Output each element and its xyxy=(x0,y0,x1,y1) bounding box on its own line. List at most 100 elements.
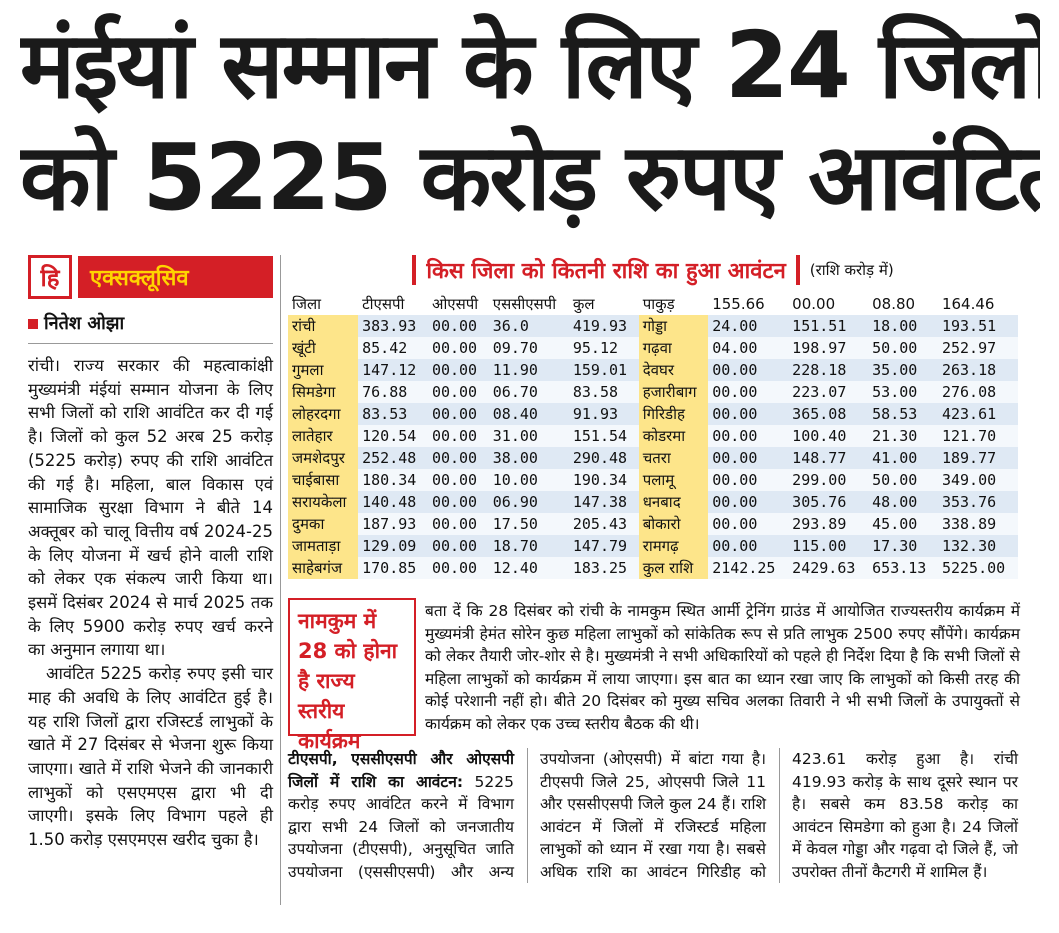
cell: 299.00 xyxy=(788,469,869,491)
cell: 08.40 xyxy=(488,403,569,425)
cell: 155.66 xyxy=(708,293,789,315)
sidebar-heading: नामकुम में 28 को होना है राज्य स्तरीय का… xyxy=(288,598,416,753)
column-header: ओएसपी xyxy=(427,293,489,315)
cell: 164.46 xyxy=(937,293,1018,315)
cell: 170.85 xyxy=(358,557,428,579)
cell: 148.77 xyxy=(788,447,869,469)
cell: 00.00 xyxy=(427,315,489,337)
cell: 10.00 xyxy=(488,469,569,491)
cell: 120.54 xyxy=(358,425,428,447)
cell: 198.97 xyxy=(788,337,869,359)
cell: 305.76 xyxy=(788,491,869,513)
table-row: खूंटी 85.42 00.00 09.70 95.12 गढ़वा 04.00 198.9… xyxy=(288,337,1018,359)
cell: 00.00 xyxy=(708,535,789,557)
cell: बोकारो xyxy=(638,513,709,535)
cell: 36.0 xyxy=(488,315,569,337)
table-row: लातेहार 120.54 00.00 31.00 151.54 कोडरमा 00.00… xyxy=(288,425,1018,447)
cell: रामगढ़ xyxy=(638,535,709,557)
cell: कुल राशि xyxy=(638,557,709,579)
cell: 00.00 xyxy=(427,447,489,469)
cell: 00.00 xyxy=(427,337,489,359)
byline: नितेश ओझा xyxy=(28,311,273,344)
cell: 383.93 xyxy=(358,315,428,337)
column-rule xyxy=(280,255,281,905)
table-row: सिमडेगा 76.88 00.00 06.70 83.58 हजारीबाग 00.00… xyxy=(288,381,1018,403)
column-header: जिला xyxy=(288,293,359,315)
article: रांची। राज्य सरकार की महत्वाकांक्षी मुख्… xyxy=(28,354,273,852)
bottom-text: 5225 करोड़ रुपए आवंटित करने में विभाग द्… xyxy=(288,750,1018,881)
logo: हि xyxy=(28,255,72,299)
cell: 151.51 xyxy=(788,315,869,337)
cell: सिमडेगा xyxy=(288,381,359,403)
cell: 50.00 xyxy=(868,469,938,491)
cell: गुमला xyxy=(288,359,359,381)
cell: 85.42 xyxy=(358,337,428,359)
column-header: एससीएसपी xyxy=(488,293,569,315)
cell: 04.00 xyxy=(708,337,789,359)
cell: 293.89 xyxy=(788,513,869,535)
column-header: कुल xyxy=(568,293,639,315)
cell: चतरा xyxy=(638,447,709,469)
cell: हजारीबाग xyxy=(638,381,709,403)
cell: गिरिडीह xyxy=(638,403,709,425)
bottom-article: टीएसपी, एससीएसपी और ओएसपी जिलों में राशि… xyxy=(288,748,1018,883)
cell: 290.48 xyxy=(568,447,639,469)
cell: 349.00 xyxy=(937,469,1018,491)
cell: लातेहार xyxy=(288,425,359,447)
cell: 53.00 xyxy=(868,381,938,403)
left-column: हि एक्सक्लूसिव नितेश ओझा रांची। राज्य सर… xyxy=(28,255,273,852)
cell: 00.00 xyxy=(708,491,789,513)
badge-text: एक्सक्लूसिव xyxy=(78,256,273,298)
cell: 180.34 xyxy=(358,469,428,491)
cell: 00.00 xyxy=(708,381,789,403)
cell: 41.00 xyxy=(868,447,938,469)
cell: 205.43 xyxy=(568,513,639,535)
cell: 228.18 xyxy=(788,359,869,381)
allocation-table: किस जिला को कितनी राशि का हुआ आवंटन (राश… xyxy=(288,255,1018,579)
headline-line: को 5225 करोड़ रुपए आवंटित xyxy=(20,124,1040,231)
cell: 06.90 xyxy=(488,491,569,513)
cell: सरायकेला xyxy=(288,491,359,513)
cell: 35.00 xyxy=(868,359,938,381)
cell: 18.70 xyxy=(488,535,569,557)
cell: 338.89 xyxy=(937,513,1018,535)
cell: 11.90 xyxy=(488,359,569,381)
cell: देवघर xyxy=(638,359,709,381)
cell: 132.30 xyxy=(937,535,1018,557)
cell: 187.93 xyxy=(358,513,428,535)
cell: 12.40 xyxy=(488,557,569,579)
cell: जामताड़ा xyxy=(288,535,359,557)
cell: 00.00 xyxy=(427,425,489,447)
cell: 147.79 xyxy=(568,535,639,557)
cell: 38.00 xyxy=(488,447,569,469)
cell: 159.01 xyxy=(568,359,639,381)
cell: 00.00 xyxy=(708,425,789,447)
cell: 2142.25 xyxy=(708,557,789,579)
badge: हि एक्सक्लूसिव xyxy=(28,255,273,299)
cell: 121.70 xyxy=(937,425,1018,447)
cell: 252.48 xyxy=(358,447,428,469)
cell: साहेबगंज xyxy=(288,557,359,579)
table-row: जामताड़ा 129.09 00.00 18.70 147.79 रामगढ़ 00.0… xyxy=(288,535,1018,557)
cell: 00.00 xyxy=(427,557,489,579)
cell: 115.00 xyxy=(788,535,869,557)
cell: 00.00 xyxy=(708,469,789,491)
table-row: साहेबगंज 170.85 00.00 12.40 183.25 कुल राशि 21… xyxy=(288,557,1018,579)
cell: 00.00 xyxy=(708,403,789,425)
cell: खूंटी xyxy=(288,337,359,359)
table-row: सरायकेला 140.48 00.00 06.90 147.38 धनबाद 00.00… xyxy=(288,491,1018,513)
sidebar-text: बता दें कि 28 दिसंबर को रांची के नामकुम … xyxy=(425,602,1020,733)
cell: 31.00 xyxy=(488,425,569,447)
cell: 00.00 xyxy=(427,469,489,491)
cell: 140.48 xyxy=(358,491,428,513)
table-title: किस जिला को कितनी राशि का हुआ आवंटन xyxy=(412,255,800,285)
cell: लोहरदगा xyxy=(288,403,359,425)
cell: 00.00 xyxy=(427,491,489,513)
cell: 83.58 xyxy=(568,381,639,403)
cell: 48.00 xyxy=(868,491,938,513)
cell: 06.70 xyxy=(488,381,569,403)
cell: 129.09 xyxy=(358,535,428,557)
cell: पलामू xyxy=(638,469,709,491)
table-row: लोहरदगा 83.53 00.00 08.40 91.93 गिरिडीह 00.00 3… xyxy=(288,403,1018,425)
